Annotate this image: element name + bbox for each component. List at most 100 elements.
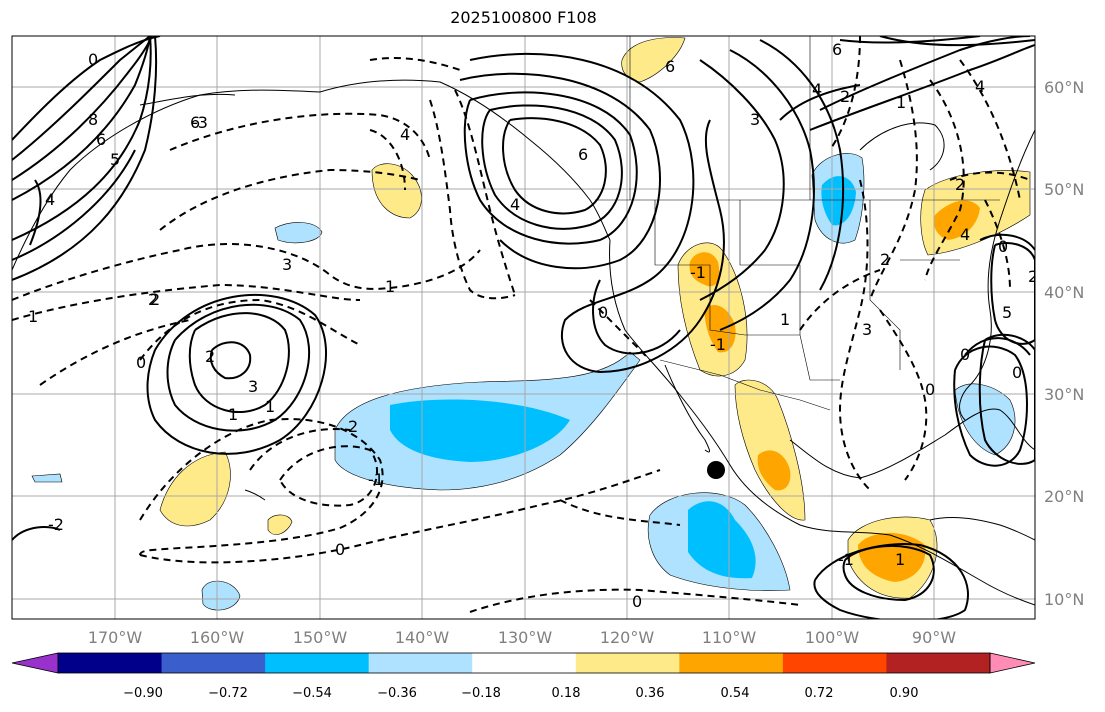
contour-label: 0 (88, 50, 98, 69)
colorbar-segment (161, 653, 266, 673)
contour-label: 2 (205, 347, 215, 366)
contour-label: 1 (28, 307, 38, 326)
colorbar-segment (368, 653, 473, 673)
positive-anomaly-region-gulf (371, 163, 422, 219)
contour-label: 0 (1012, 363, 1022, 382)
latitude-labels: 60°N 50°N 40°N 30°N 20°N 10°N (1044, 78, 1084, 609)
coastlines (12, 79, 1035, 606)
contour-label: -1 (690, 263, 706, 282)
coastline-west-coast (609, 239, 1035, 606)
colorbar-tick-label: −0.36 (377, 686, 417, 701)
contour-label: 2 (1028, 267, 1038, 286)
contour-label: 4 (975, 77, 985, 96)
colorbar-extend-high (989, 652, 1036, 674)
negative-anomaly-small-2 (201, 580, 241, 611)
colorbar-tick-label: −0.18 (461, 686, 501, 701)
contour-label: 1 (895, 550, 905, 569)
contour-label: 0 (335, 540, 345, 559)
contour-labels: 0 8 6 5 4 6 2 1 6 4 6 4 3 2 6 4 3 2 1 0 … (28, 40, 1038, 611)
coastline-caribbean (929, 517, 1035, 541)
lat-label: 60°N (1044, 78, 1084, 97)
contour-label: 1 (896, 93, 906, 112)
colorbar-tick-label: 0.54 (721, 686, 750, 701)
lon-label: 90°W (912, 628, 956, 647)
colorbar-segment (782, 653, 887, 673)
contour-label: 8 (88, 110, 98, 129)
colorbar-segment (472, 653, 577, 673)
contour-label: 6 (665, 57, 675, 76)
shaded-field (31, 37, 1031, 611)
contour-label: 0 (598, 303, 608, 322)
colorbar-tick-label: 0.72 (805, 686, 834, 701)
lat-label: 10°N (1044, 590, 1084, 609)
contour-label: -1 (368, 470, 384, 489)
contour-label: 3 (750, 110, 760, 129)
contour-label: 0 (960, 345, 970, 364)
lon-label: 120°W (600, 628, 655, 647)
colorbar-tick-label: −0.54 (292, 686, 332, 701)
lon-label: 110°W (702, 628, 757, 647)
coastline-east (959, 129, 1035, 421)
map-title: 2025100800 F108 (450, 8, 597, 27)
colorbar-segment (886, 653, 991, 673)
contour-label: 1 (780, 310, 790, 329)
contour-label: 2 (880, 250, 890, 269)
colorbar-segment (679, 653, 784, 673)
positive-anomaly-region-hawaii (159, 451, 231, 527)
contour-label: 4 (812, 80, 822, 99)
contour-label: 4 (510, 195, 520, 214)
colorbar-tick-label: 0.90 (890, 686, 919, 701)
contour-label: -2 (48, 515, 64, 534)
positive-anomaly-core-northeast (933, 200, 980, 240)
positive-anomaly-core-central-america (858, 532, 926, 582)
lon-label: 150°W (293, 628, 348, 647)
lat-label: 20°N (1044, 487, 1084, 506)
positive-anomaly-core-mexico (757, 450, 791, 491)
colorbar-segment (575, 653, 680, 673)
contour-label: 5 (1002, 303, 1012, 322)
solid-contours (12, 36, 1035, 619)
colorbar-ticks: −0.90 −0.72 −0.54 −0.36 −0.18 0.18 0.36 … (123, 686, 918, 701)
lat-label: 50°N (1044, 180, 1084, 199)
negative-anomaly-core-canada (821, 176, 856, 226)
lat-label: 40°N (1044, 283, 1084, 302)
colorbar-tick-label: −0.90 (123, 686, 163, 701)
coastline-alaska (12, 79, 611, 271)
contour-label: 4 (45, 190, 55, 209)
contour-label: 2 (150, 290, 160, 309)
political-boundaries (595, 36, 1000, 411)
contour-label: 1 (385, 277, 395, 296)
contour-label: 1 (228, 405, 238, 424)
coastline-baja (664, 364, 710, 453)
contour-label: 6 (832, 40, 842, 59)
contour-label: 4 (960, 225, 970, 244)
contour-label: 2 (348, 417, 358, 436)
contour-label: 3 (248, 377, 258, 396)
coastline-aleutians (139, 93, 236, 106)
colorbar-segment (58, 653, 163, 673)
lon-label: 140°W (395, 628, 450, 647)
colorbar-tick-label: 0.36 (636, 686, 665, 701)
longitude-labels: 170°W 160°W 150°W 140°W 130°W 120°W 110°… (88, 628, 956, 647)
contour-label: 0 (632, 592, 642, 611)
lon-label: 100°W (805, 628, 860, 647)
dashed-contours (12, 36, 1031, 613)
negative-anomaly-small-1 (274, 222, 323, 244)
contour-label: 4 (400, 125, 410, 144)
colorbar-segment (265, 653, 370, 673)
storm-center-dot (707, 461, 725, 479)
contour-label: 6 (578, 145, 588, 164)
map-frame (11, 35, 1036, 620)
colorbar-extend-low (11, 652, 59, 674)
lat-label: 30°N (1044, 385, 1084, 404)
lon-label: 170°W (88, 628, 143, 647)
contour-label: 6 (96, 130, 106, 149)
contour-label: -1 (838, 550, 854, 569)
negative-anomaly-small-3 (31, 473, 63, 483)
contour-label: 5 (110, 150, 120, 169)
lon-label: 130°W (498, 628, 553, 647)
contour-label: -3 (192, 113, 208, 132)
colorbar-tick-label: −0.72 (208, 686, 248, 701)
contour-label: 2 (148, 290, 158, 309)
contour-label: 0 (136, 353, 146, 372)
